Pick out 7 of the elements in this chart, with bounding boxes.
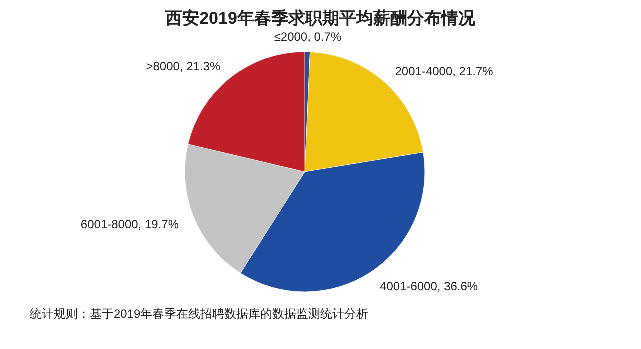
slice-label: >8000, 21.3%: [146, 59, 221, 74]
slice-label: 6001-8000, 19.7%: [80, 217, 180, 232]
slice-label: 2001-4000, 21.7%: [395, 64, 494, 78]
text: 统计规则：基于2019年春季在线招聘数据库的数据监测统计分析: [30, 307, 369, 321]
slice-label: 4001-6000, 36.6%: [380, 279, 478, 294]
chart-title: 西安2019年春季求职期平均薪酬分布情况: [164, 9, 476, 28]
slice-label: ≤2000, 0.7%: [274, 30, 342, 44]
